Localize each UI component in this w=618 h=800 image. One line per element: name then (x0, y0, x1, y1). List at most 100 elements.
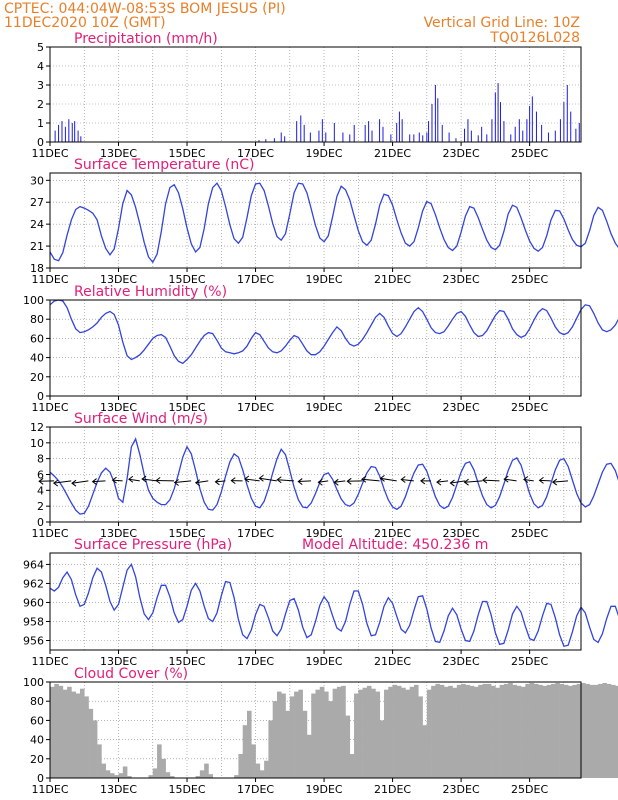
cloud-bar (375, 691, 381, 778)
wind-arrow (71, 480, 89, 484)
cloud-bar (306, 734, 312, 778)
cloud-bar (122, 766, 128, 778)
x-tick-label: 17DEC (237, 273, 274, 286)
y-tick-label: 0 (37, 390, 44, 403)
panel-title: Relative Humidity (%) (74, 284, 227, 300)
plot-frame (49, 552, 582, 651)
cloud-bar (328, 701, 333, 778)
x-tick-label: 13DEC (100, 273, 137, 286)
cloud-bar (298, 689, 303, 778)
cloud-bar (418, 696, 423, 778)
cloud-bar (109, 773, 115, 778)
rh-line (49, 299, 618, 365)
y-tick-label: 958 (23, 615, 44, 628)
precip-panel: 0 1 2 3 4 5 11DEC 13DEC 15DEC 17DEC 19DEC 21DEC 23DE… (31, 31, 582, 160)
y-tick-label: 956 (23, 634, 44, 647)
plot-frame (49, 426, 582, 523)
cloud-bar (311, 693, 316, 778)
wind-arrow-head (38, 477, 44, 485)
x-tick-label: 25DEC (511, 401, 548, 414)
y-tick-label: 3 (37, 79, 44, 92)
x-tick-label: 15DEC (168, 147, 205, 160)
pressure-panel: 956 958 960 962 964 11DEC 13DEC 15DEC 17DEC 19DEC… (23, 537, 618, 668)
wind-arrow (142, 478, 157, 482)
cloud-bar (332, 688, 338, 778)
cloud-bar (559, 683, 565, 778)
wind-arrow-head (173, 479, 179, 486)
wind-arrow (128, 478, 140, 482)
cloud-bar (439, 684, 445, 778)
cloud-bar (435, 683, 440, 778)
cloud-bar (285, 710, 291, 778)
y-tick-label: 18 (30, 262, 44, 275)
cloud-bar (272, 701, 278, 778)
wind-arrow (53, 480, 72, 484)
x-tick-label: 17DEC (237, 527, 274, 540)
y-tick-label: 60 (30, 332, 44, 345)
y-tick-label: 0 (37, 516, 44, 529)
y-tick-label: 80 (30, 695, 44, 708)
cloud-bar (413, 684, 419, 778)
precip-bar (382, 126, 384, 142)
y-tick-label: 0 (37, 772, 44, 785)
rh-panel: 0 20 40 60 80 100 11DEC 13DEC 15DEC 17DEC 19DEC 21D… (23, 284, 618, 414)
x-tick-label: 23DEC (443, 273, 480, 286)
wind-arrow (215, 480, 226, 483)
panel-title: Surface Wind (m/s) (74, 411, 208, 427)
cloud-bar (165, 772, 171, 778)
wind-arrow-head (482, 476, 488, 484)
cloud-bar (486, 683, 492, 778)
cloud-bar (101, 763, 106, 778)
precip-bar (477, 135, 479, 142)
cloud-bar (521, 686, 526, 778)
wind-arrow (436, 480, 449, 483)
cloud-bar (568, 685, 573, 778)
x-tick-label: 11DEC (31, 401, 68, 414)
cloud-bar (255, 763, 261, 778)
precip-bar (526, 119, 528, 142)
precip-bar (510, 134, 512, 142)
precip-bar (398, 111, 400, 142)
precip-bar (503, 121, 505, 142)
wind-arrow-head (91, 478, 97, 485)
y-tick-label: 6 (37, 469, 44, 482)
precip-bar (570, 111, 572, 142)
panel-title: Cloud Cover (%) (74, 666, 188, 682)
cloud-bar (157, 744, 162, 778)
y-tick-label: 40 (30, 734, 44, 747)
panel-title: Precipitation (mm/h) (74, 31, 218, 47)
x-tick-label: 11DEC (31, 655, 68, 668)
cloud-bar (79, 688, 85, 778)
precip-bar (54, 130, 56, 142)
y-tick-label: 100 (23, 676, 44, 689)
precip-bar (431, 104, 433, 142)
cloud-bar (345, 715, 351, 778)
wind-arrow-head (551, 478, 558, 486)
precip-bar (467, 119, 469, 142)
x-tick-label: 15DEC (168, 401, 205, 414)
y-tick-label: 964 (23, 558, 44, 571)
precip-bar (448, 132, 450, 142)
precip-bar (418, 132, 420, 142)
wind-arrow (523, 478, 534, 482)
wind-arrow-head (111, 476, 117, 484)
cloud-bar (341, 685, 346, 778)
wind-arrow-head (128, 475, 134, 483)
x-tick-label: 23DEC (443, 147, 480, 160)
cloud-bar (589, 684, 595, 778)
x-tick-label: 25DEC (511, 147, 548, 160)
cloud-bar (551, 683, 556, 778)
wind-arrow (361, 478, 380, 482)
precip-bar (413, 134, 415, 142)
cloud-bar (324, 691, 329, 778)
wind-arrow-head (194, 479, 201, 487)
cloud-bar (251, 744, 256, 778)
cloud-bar (264, 760, 269, 778)
x-tick-label: 15DEC (168, 783, 205, 796)
cloud-bar (294, 691, 299, 778)
cloud-bar (92, 720, 98, 778)
cloud-bar (533, 683, 539, 778)
x-tick-label: 23DEC (443, 655, 480, 668)
cloud-bar (392, 684, 398, 778)
y-tick-label: 27 (30, 196, 44, 209)
